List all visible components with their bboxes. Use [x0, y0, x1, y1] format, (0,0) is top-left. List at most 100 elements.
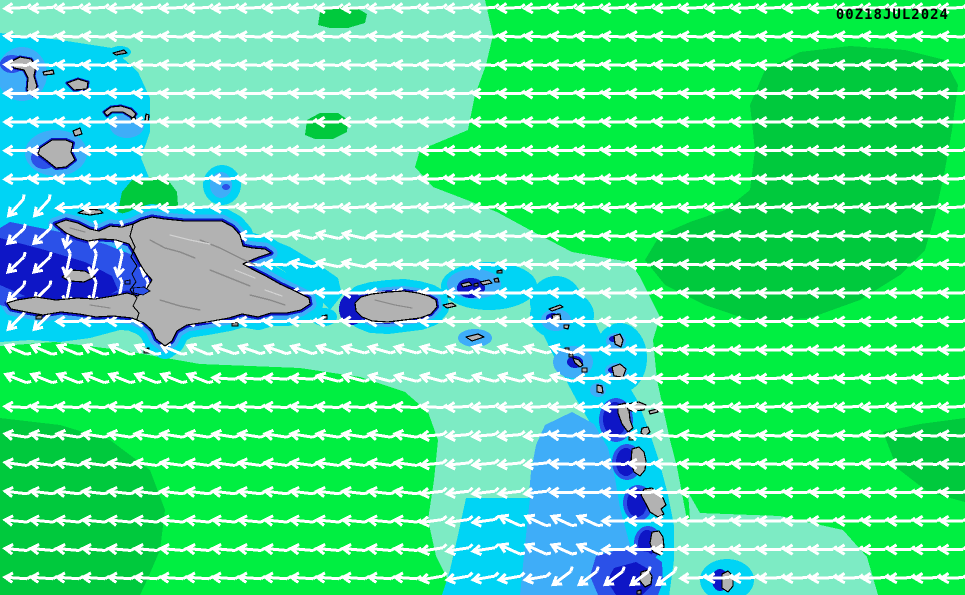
swell-arrow [392, 571, 423, 584]
swell-arrow [652, 144, 682, 157]
swell-arrow [210, 115, 240, 129]
swell-arrow [574, 401, 604, 414]
hispaniola-island [6, 216, 311, 347]
swell-arrow [704, 87, 734, 100]
swell-arrow [678, 486, 708, 499]
swell-arrow [678, 115, 708, 129]
swell-arrow [106, 87, 136, 100]
swell-arrow [548, 315, 578, 328]
swell-arrow [574, 144, 604, 157]
swell-arrow [626, 514, 656, 528]
swell-arrow [628, 566, 652, 587]
swell-arrow [756, 372, 786, 385]
swell-arrow [626, 400, 656, 414]
swell-arrow [185, 342, 214, 356]
swell-arrow [210, 87, 240, 100]
swell-arrow [288, 173, 318, 186]
swell-arrow [782, 115, 812, 129]
swell-arrow [704, 315, 734, 328]
swell-arrow [288, 342, 318, 356]
vieques-island [442, 302, 457, 309]
swell-arrow [236, 173, 266, 186]
swell-arrow [262, 315, 292, 328]
swell-arrow [730, 87, 760, 100]
swell-arrow [704, 344, 734, 357]
swell-arrow [470, 115, 500, 129]
montserrat-island [596, 384, 604, 394]
swell-arrow [730, 2, 760, 15]
swell-arrow [392, 514, 423, 527]
swell-arrow [730, 344, 760, 357]
swell-arrow [236, 315, 266, 328]
terrain-ridge-7 [69, 227, 86, 233]
swell-arrow [576, 566, 600, 587]
terrain-ridge-1 [149, 239, 196, 259]
swell-arrow [184, 201, 214, 214]
lake-enriquillo [132, 286, 151, 296]
swell-arrow [366, 115, 396, 129]
swell-arrow [626, 201, 656, 214]
swell-arrow [470, 343, 500, 355]
swell-arrow [600, 372, 630, 385]
swell-arrow [938, 372, 965, 385]
swell-arrow [834, 144, 864, 157]
swell-arrow [782, 144, 812, 157]
swell-arrow [808, 572, 838, 585]
swell-arrow [782, 2, 812, 15]
swell-arrow [522, 2, 552, 15]
swell-arrow [418, 115, 448, 129]
swell-arrow [314, 87, 344, 100]
swell-arrow [2, 115, 32, 129]
swell-arrow [938, 30, 965, 43]
swell-arrow [288, 87, 318, 100]
swell-arrow [288, 144, 318, 157]
swell-arrow [704, 514, 734, 528]
swell-arrow [808, 344, 838, 357]
swell-arrow [600, 315, 630, 328]
swell-arrow [704, 144, 734, 157]
swell-arrow [808, 401, 838, 414]
swell-arrow [834, 572, 864, 585]
swell-arrow [550, 566, 574, 587]
swell-arrow [366, 173, 396, 186]
green-dark-band [645, 46, 958, 322]
swell-arrow [81, 342, 110, 356]
swell-arrow [600, 543, 630, 556]
swell-arrow [600, 486, 630, 499]
swell-arrow [548, 87, 578, 100]
swell-arrow [600, 401, 630, 414]
swell-arrow [340, 343, 370, 355]
swell-arrow [184, 144, 214, 157]
swell-arrow [654, 566, 678, 587]
swell-arrow [782, 173, 812, 186]
swell-arrow [860, 144, 890, 157]
swell-arrow [626, 87, 656, 100]
swell-arrow [912, 173, 942, 186]
swell-arrow [496, 2, 526, 15]
swell-arrow [678, 201, 708, 214]
swell-arrow [496, 401, 526, 414]
swell-arrow [340, 144, 370, 157]
st-eustatius [568, 353, 574, 358]
swell-arrow [756, 201, 786, 214]
swell-arrow [756, 514, 786, 528]
swell-arrow [496, 201, 526, 214]
swell-arrow [262, 144, 292, 157]
swell-arrow [418, 571, 448, 585]
swell-arrow [756, 115, 786, 129]
swell-arrow [444, 115, 474, 129]
swell-arrow [548, 2, 578, 15]
swell-arrow [522, 429, 552, 442]
swell-arrow [860, 572, 890, 585]
swell-arrow [444, 514, 474, 528]
swell-arrow [730, 401, 760, 414]
swell-arrow [652, 486, 682, 499]
swell-arrow [756, 344, 786, 357]
swell-arrow [704, 201, 734, 214]
swell-arrow [600, 144, 630, 157]
swell-arrow [31, 251, 53, 274]
swell-arrow [730, 286, 760, 299]
caicos-islands [103, 105, 137, 119]
swell-arrow [808, 173, 838, 186]
swell-arrow [886, 344, 916, 357]
